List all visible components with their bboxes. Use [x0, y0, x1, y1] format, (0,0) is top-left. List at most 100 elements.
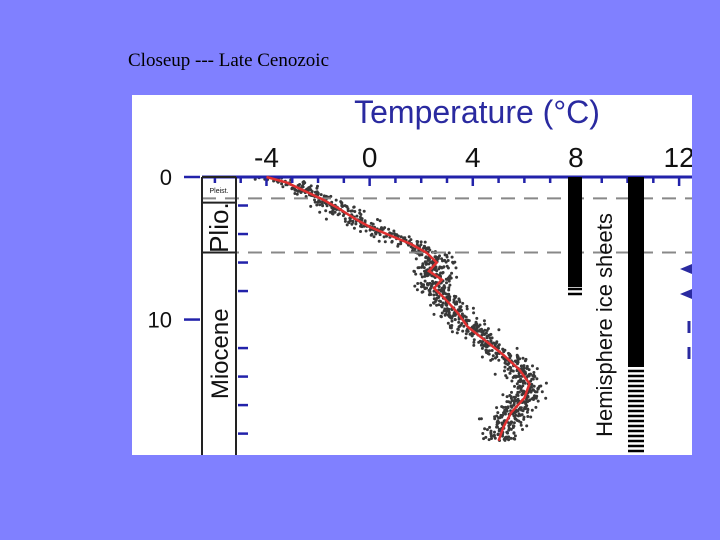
- scatter-point: [519, 421, 523, 424]
- scatter-point: [472, 340, 476, 344]
- scatter-point: [319, 193, 323, 197]
- scatter-point: [522, 417, 526, 421]
- scatter-point: [486, 327, 490, 331]
- scatter-point: [437, 267, 441, 271]
- scatter-point: [519, 377, 523, 381]
- scatter-point: [359, 230, 362, 233]
- scatter-point: [334, 198, 338, 202]
- scatter-point: [526, 400, 529, 404]
- scatter-point: [475, 316, 479, 320]
- scatter-point: [529, 415, 533, 419]
- scatter-point: [450, 316, 454, 320]
- scatter-point: [480, 340, 484, 344]
- scatter-point: [508, 365, 512, 369]
- scatter-point: [514, 413, 518, 417]
- scatter-point: [434, 265, 438, 269]
- scatter-point: [517, 380, 521, 383]
- scatter-point: [372, 235, 376, 239]
- y-tick-label: 0: [160, 165, 172, 190]
- scatter-point: [514, 360, 518, 364]
- scatter-point: [488, 336, 492, 340]
- scatter-point: [472, 311, 476, 315]
- scatter-point: [331, 212, 335, 216]
- scatter-point: [496, 432, 500, 436]
- scatter-point: [504, 374, 508, 378]
- scatter-point: [479, 417, 483, 421]
- scatter-point: [315, 203, 319, 207]
- scatter-point: [435, 303, 439, 307]
- scatter-point: [512, 437, 516, 440]
- scatter-point: [461, 301, 465, 305]
- scatter-point: [472, 338, 476, 342]
- scatter-point: [368, 228, 372, 232]
- scatter-point: [521, 368, 525, 371]
- scatter-point: [535, 377, 539, 381]
- scatter-point: [280, 182, 284, 186]
- chart-title: Temperature (°C): [354, 95, 600, 130]
- temperature-curve: [266, 175, 531, 442]
- scatter-point: [451, 314, 455, 318]
- scatter-point: [502, 411, 505, 415]
- scatter-point: [515, 382, 519, 386]
- scatter-point: [378, 219, 382, 223]
- scatter-point: [520, 393, 524, 397]
- scatter-point: [316, 200, 320, 204]
- scatter-point: [411, 246, 415, 250]
- scatter-point: [492, 434, 496, 438]
- scatter-point: [464, 336, 468, 340]
- scatter-point: [413, 270, 416, 273]
- scatter-point: [495, 425, 499, 429]
- scatter-point: [290, 187, 294, 191]
- scatter-point: [455, 302, 459, 306]
- scatter-point: [444, 292, 448, 296]
- scatter-point: [474, 320, 478, 324]
- scatter-point: [524, 402, 528, 406]
- scatter-point: [480, 355, 484, 359]
- scatter-point: [329, 194, 333, 198]
- scatter-point: [413, 284, 417, 288]
- scatter-point: [465, 307, 469, 311]
- ice-sheet-column: Hemisphere ice sheets: [568, 177, 692, 453]
- scatter-point: [333, 210, 337, 214]
- scatter-point: [432, 301, 436, 305]
- scatter-point: [468, 332, 472, 336]
- scatter-point: [507, 424, 511, 428]
- scatter-point: [464, 315, 468, 319]
- scatter-point: [505, 409, 509, 413]
- scatter-point: [525, 410, 529, 414]
- scatter-point: [465, 319, 469, 323]
- scatter-point: [345, 223, 349, 227]
- scatter-point: [496, 344, 500, 348]
- scatter-point: [425, 274, 429, 278]
- scatter-point: [495, 340, 499, 344]
- scatter-point: [513, 384, 516, 388]
- scatter-point: [487, 438, 491, 442]
- scatter-point: [530, 408, 534, 412]
- scatter-point: [510, 390, 513, 394]
- scatter-point: [530, 383, 534, 387]
- scatter-point: [532, 373, 536, 377]
- epoch-label: Miocene: [207, 308, 234, 399]
- scatter-point: [433, 255, 437, 259]
- scatter-point: [448, 295, 452, 299]
- epoch-column: Pleist. Plio. Miocene: [201, 176, 237, 455]
- scatter-point: [452, 298, 456, 302]
- scatter-point: [387, 227, 391, 231]
- scatter-point: [538, 384, 541, 388]
- scatter-point: [455, 331, 459, 335]
- scatter-point: [507, 426, 511, 430]
- temperature-chart: Temperature (°C) -4 0 4 8 12 0 10 Pleist. Plio…: [132, 95, 692, 455]
- scatter-point: [446, 321, 450, 325]
- x-tick-label: 12: [664, 142, 692, 173]
- scatter-point: [423, 274, 427, 278]
- scatter-point: [517, 390, 521, 394]
- scatter-point: [441, 292, 445, 296]
- scatter-point: [458, 308, 462, 312]
- scatter-point: [450, 324, 454, 327]
- scatter-point: [513, 434, 517, 438]
- scatter-point: [306, 188, 310, 192]
- scatter-point: [415, 288, 419, 292]
- scatter-point: [350, 222, 354, 226]
- scatter-point: [530, 385, 533, 389]
- scatter-point: [477, 340, 481, 344]
